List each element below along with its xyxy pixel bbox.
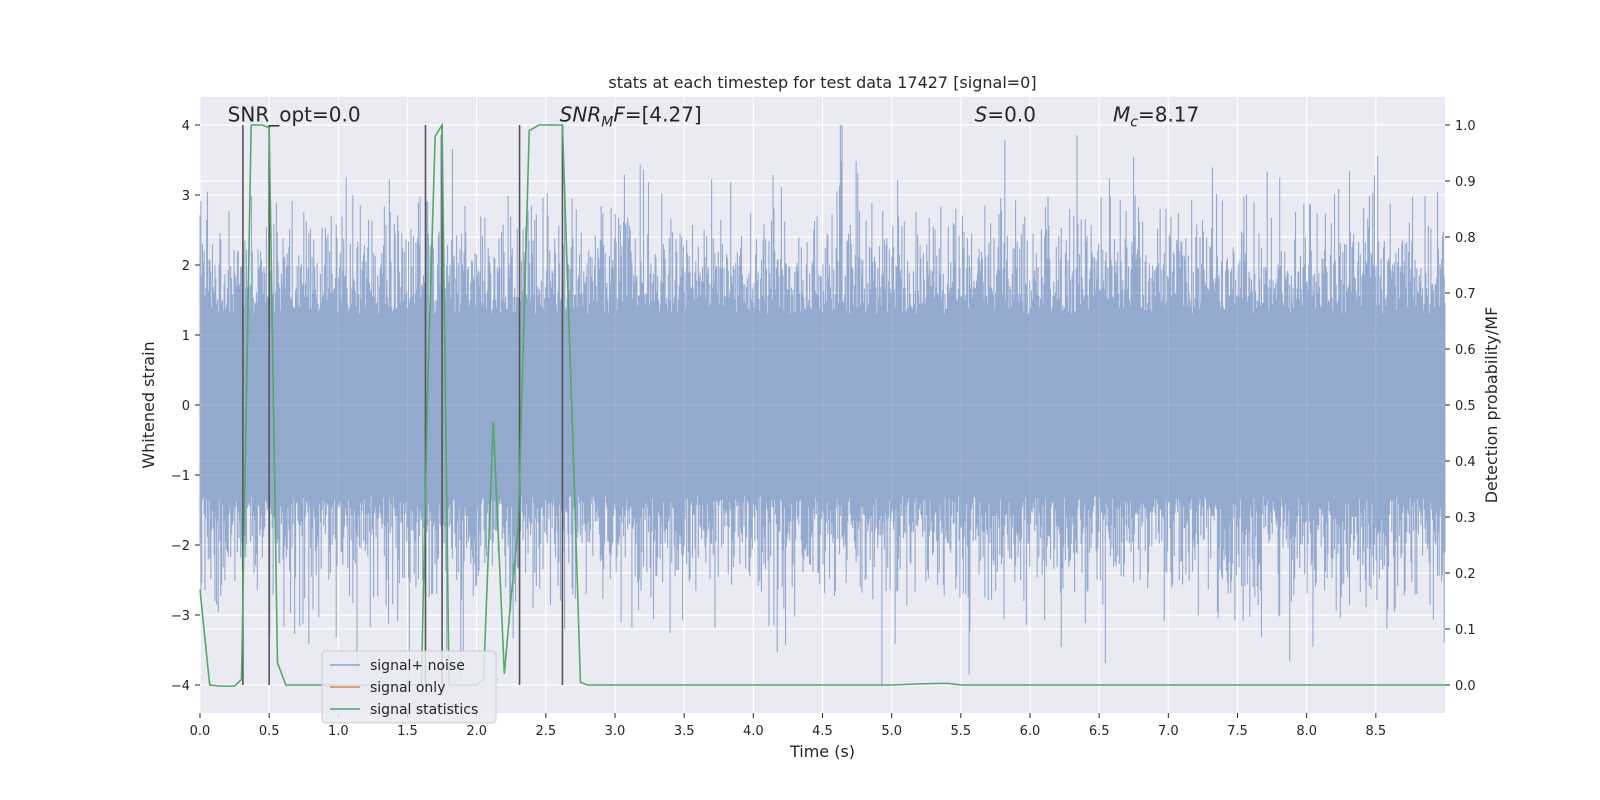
annotation: SNR_opt=0.0 <box>228 103 361 127</box>
y-right-tick-label: 0.4 <box>1455 455 1476 470</box>
x-tick-label: 2.0 <box>466 724 487 739</box>
x-axis-label: Time (s) <box>789 742 855 761</box>
y-right-tick-label: 0.8 <box>1455 231 1476 246</box>
legend-entry: signal only <box>370 680 445 696</box>
x-tick-label: 3.0 <box>605 724 626 739</box>
y-right-tick-label: 1.0 <box>1455 119 1476 134</box>
annotation: Mc=8.17 <box>1113 103 1199 131</box>
x-tick-label: 2.5 <box>535 724 556 739</box>
y-right-tick-label: 0.2 <box>1455 567 1476 582</box>
x-tick-label: 1.5 <box>397 724 418 739</box>
y-left-tick-label: 4 <box>182 119 190 134</box>
x-tick-label: 6.5 <box>1089 724 1110 739</box>
x-tick-label: 3.5 <box>674 724 695 739</box>
y-right-tick-label: 0.3 <box>1455 511 1476 526</box>
x-tick-label: 7.5 <box>1227 724 1248 739</box>
series-signal-noise <box>199 125 1446 685</box>
y-axis-label-left: Whitened strain <box>139 341 158 468</box>
y-left-tick-label: −4 <box>171 679 190 694</box>
legend-box <box>321 650 497 724</box>
x-tick-label: 5.5 <box>950 724 971 739</box>
y-right-tick-label: 0.6 <box>1455 343 1476 358</box>
x-tick-label: 1.0 <box>328 724 349 739</box>
y-right-tick-label: 0.0 <box>1455 679 1476 694</box>
y-right-tick-label: 0.5 <box>1455 399 1476 414</box>
annotations: SNR_opt=0.0 SNRMF=[4.27] S=0.0 Mc=8.17 <box>228 103 1200 131</box>
y-left-tick-label: −2 <box>171 539 190 554</box>
legend-entry: signal+ noise <box>370 658 465 674</box>
legend: signal+ noise signal only signal statistic… <box>321 650 497 724</box>
x-tick-label: 8.0 <box>1296 724 1317 739</box>
legend-entry: signal statistics <box>370 702 478 718</box>
y-left-tick-label: −3 <box>171 609 190 624</box>
x-tick-label: 0.5 <box>259 724 280 739</box>
x-tick-label: 6.0 <box>1020 724 1041 739</box>
y-right-tick-label: 0.1 <box>1455 623 1476 638</box>
y-axis-label-right: Detection probability/MF <box>1482 307 1501 504</box>
x-tick-label: 7.0 <box>1158 724 1179 739</box>
noise-trace <box>199 125 1446 685</box>
y-left-tick-label: 3 <box>182 189 190 204</box>
y-left-tick-label: 2 <box>182 259 190 274</box>
x-tick-label: 5.0 <box>881 724 902 739</box>
y-left-tick-label: 1 <box>182 329 190 344</box>
series-signal-statistics <box>199 122 1445 687</box>
y-left-tick-label: −1 <box>171 469 190 484</box>
annotation: SNRMF=[4.27] <box>560 103 702 131</box>
y-right-tick-label: 0.9 <box>1455 175 1476 190</box>
x-tick-label: 4.5 <box>812 724 833 739</box>
ticks: 0.0 0.5 1.0 1.5 2.0 2.5 3.0 3.5 4.0 4.5 5.0 5.5 6.0 6… <box>171 119 1476 739</box>
x-tick-label: 4.0 <box>743 724 764 739</box>
chart-title: stats at each timestep for test data 174… <box>608 73 1036 92</box>
x-tick-label: 0.0 <box>190 724 211 739</box>
x-tick-label: 8.5 <box>1365 724 1386 739</box>
y-right-tick-label: 0.7 <box>1455 287 1476 302</box>
y-left-tick-label: 0 <box>182 399 190 414</box>
annotation: S=0.0 <box>975 103 1036 127</box>
